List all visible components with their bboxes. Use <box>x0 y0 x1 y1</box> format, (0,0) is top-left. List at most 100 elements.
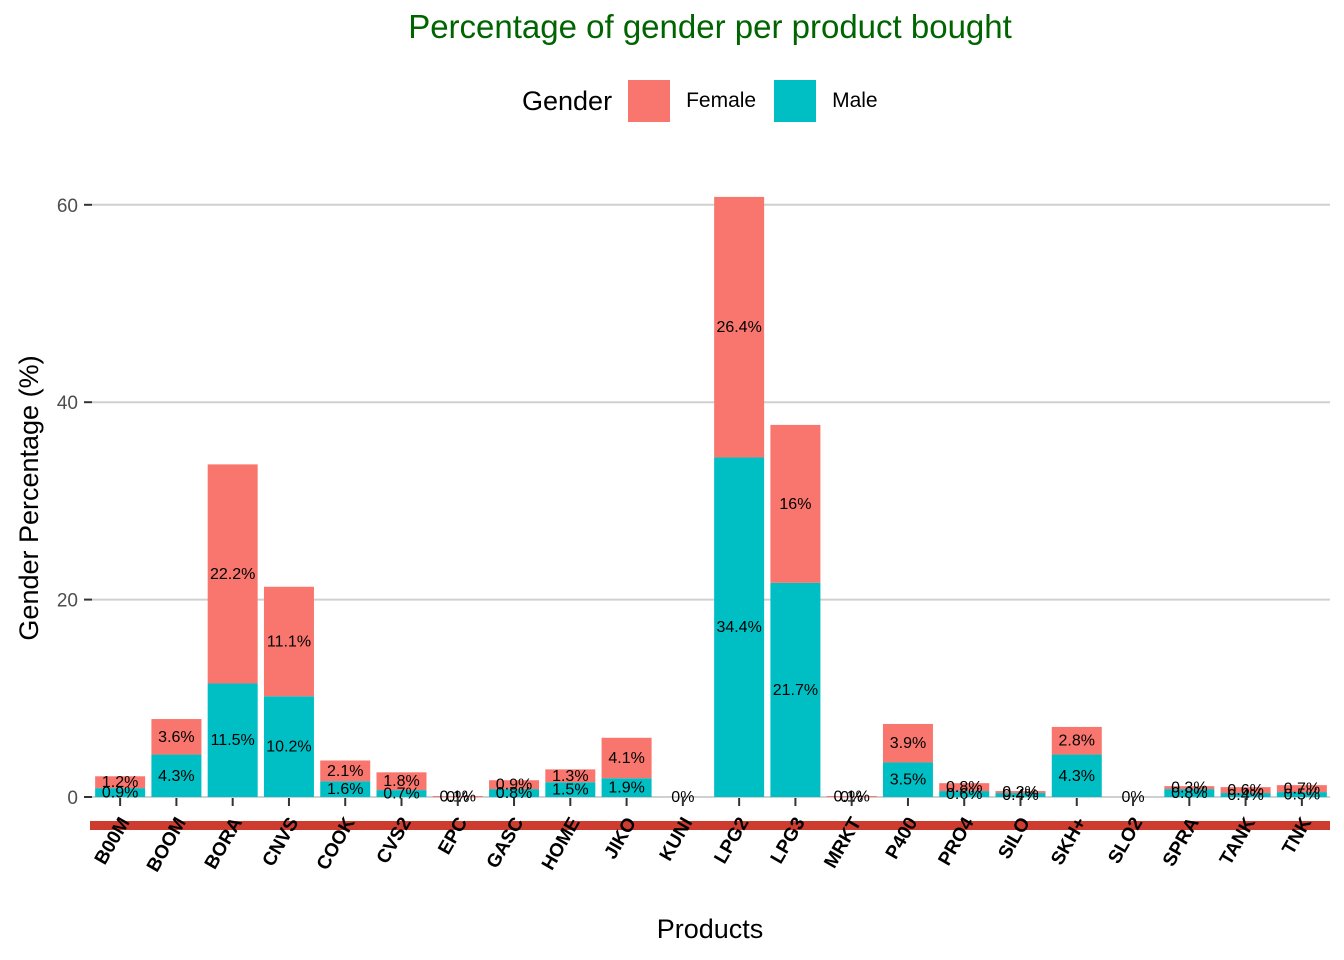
legend-item-male: Male <box>774 80 878 122</box>
bar-label-male-KUNI: 0% <box>671 789 694 806</box>
bar-label-male-COOK: 1.6% <box>327 781 363 798</box>
legend-label-female: Female <box>686 89 757 112</box>
bar-label-male-TANK: 0.4% <box>1227 787 1263 804</box>
bar-male-SPRA <box>1164 789 1215 797</box>
legend-swatch-female <box>628 80 671 122</box>
legend-label-male: Male <box>832 89 878 112</box>
x-axis-title: Products <box>657 914 764 944</box>
bar-label-female-GASC: 0.9% <box>496 777 532 794</box>
bar-male-TANK <box>1220 793 1271 797</box>
bar-label-female-BORA: 22.2% <box>210 566 255 583</box>
x-tick-label-TNK: TNK <box>1278 814 1316 859</box>
bar-labels: 0.9%1.2% 4.3%3.6% 11.5%22.2%10.2%11.1%1.6%… <box>102 319 1320 806</box>
bar-label-male-CNVS: 10.2% <box>266 739 311 756</box>
bar-male-P400 <box>882 762 933 797</box>
bar-female-SILO <box>995 791 1046 794</box>
bar-label-female-SILO: 0.2% <box>1002 784 1038 801</box>
bar-female-TANK <box>1220 787 1271 794</box>
bar-label-female-B00M: 1.2% <box>102 774 138 791</box>
bar-label-female-LPG3: 16% <box>779 496 811 513</box>
bar-label-female-LPG2: 26.4% <box>716 319 761 336</box>
bar-label-female-PRO4: 0.8% <box>946 779 982 796</box>
bar-label-male-SKH+: 4.3% <box>1059 768 1095 785</box>
bar-female-TNK <box>1276 785 1327 793</box>
bar-male-CVS2 <box>376 790 427 797</box>
y-tick-label-20: 20 <box>57 591 78 612</box>
bar-male-BORA <box>207 683 258 797</box>
bar-label-female-JIKO: 4.1% <box>608 750 644 767</box>
bar-female-MRKT <box>826 796 877 797</box>
bar-label-male-SILO: 0.4% <box>1002 787 1038 804</box>
legend-item-female: Female <box>628 80 756 122</box>
y-axis: 0 20 40 60 <box>57 196 92 809</box>
bar-female-BORA <box>207 464 258 684</box>
y-tick-label-60: 60 <box>57 196 78 217</box>
bar-female-B00M <box>95 776 146 789</box>
bar-female-JIKO <box>601 737 652 779</box>
bar-female-SKH+ <box>1051 726 1102 755</box>
bar-male-CNVS <box>263 696 314 797</box>
bar-male-LPG3 <box>770 582 821 797</box>
bar-label-male-PRO4: 0.6% <box>946 786 982 803</box>
bar-label-male-JIKO: 1.9% <box>608 780 644 797</box>
legend: Gender Female Male <box>522 78 896 124</box>
bar-female-SPRA <box>1164 786 1215 790</box>
bar-male-TNK <box>1276 792 1327 797</box>
bar-label-female-HOME: 1.3% <box>552 768 588 785</box>
bar-female-LPG2 <box>714 196 765 458</box>
bar-label-male-BOOM: 4.3% <box>158 768 194 785</box>
x-tick-label-EPC: EPC <box>434 814 472 859</box>
y-tick-label-40: 40 <box>57 393 78 414</box>
bar-label-male-LPG2: 34.4% <box>716 619 761 636</box>
bar-label-male-HOME: 1.5% <box>552 782 588 799</box>
baseline-band <box>90 821 1330 830</box>
bar-female-BOOM <box>151 719 202 755</box>
bar-female-LPG3 <box>770 424 821 583</box>
bar-label-female-SKH+: 2.8% <box>1059 733 1095 750</box>
bar-label-female-P400: 3.9% <box>890 735 926 752</box>
legend-swatch-male <box>774 80 817 122</box>
bar-label-male-LPG3: 21.7% <box>773 682 818 699</box>
bar-female-GASC <box>489 780 540 790</box>
bar-label-male-GASC: 0.8% <box>496 785 532 802</box>
bar-label-male-SPRA: 0.8% <box>1171 785 1207 802</box>
bar-label-female-CNVS: 11.1% <box>267 634 311 651</box>
bar-male-GASC <box>489 789 540 797</box>
bar-label-female-TANK: 0.6% <box>1227 782 1263 799</box>
bar-male-PRO4 <box>939 791 990 797</box>
bar-male-LPG2 <box>714 457 765 797</box>
bar-label-female-MRKT: 0.1% <box>833 789 869 806</box>
bars <box>95 196 1327 797</box>
bar-label-male-TNK: 0.5% <box>1284 787 1320 804</box>
bar-label-male-CVS2: 0.7% <box>383 786 419 803</box>
x-axis: B00M BOOM BORA CNVS COOK CVS2 EPC GASC HOME JIKO K… <box>91 798 1316 876</box>
chart-title: Percentage of gender per product bought <box>408 8 1012 45</box>
bar-male-HOME <box>545 782 596 797</box>
legend-title: Gender <box>522 85 613 116</box>
bar-label-male-MRKT: 0% <box>840 789 863 806</box>
bar-female-CNVS <box>263 586 314 697</box>
bar-female-COOK <box>320 760 371 782</box>
y-axis-title: Gender Percentage (%) <box>14 355 44 640</box>
bar-label-female-BOOM: 3.6% <box>158 729 194 746</box>
bar-female-PRO4 <box>939 783 990 792</box>
bar-label-male-SLO2: 0% <box>1121 789 1144 806</box>
bar-male-SILO <box>995 793 1046 797</box>
bar-female-P400 <box>882 723 933 763</box>
bar-male-COOK <box>320 781 371 797</box>
bar-male-BOOM <box>151 754 202 797</box>
bar-female-HOME <box>545 769 596 783</box>
bar-female-EPC <box>432 796 483 797</box>
bar-male-SKH+ <box>1051 754 1102 797</box>
bar-female-CVS2 <box>376 772 427 791</box>
bar-label-female-EPC: 0.1% <box>440 789 476 806</box>
bar-label-male-B00M: 0.9% <box>102 785 138 802</box>
bar-male-B00M <box>95 788 146 797</box>
bar-label-female-SPRA: 0.3% <box>1171 780 1207 797</box>
bar-label-male-EPC: 0% <box>446 789 469 806</box>
bar-label-male-BORA: 11.5% <box>211 732 255 749</box>
bar-label-female-COOK: 2.1% <box>327 763 363 780</box>
bar-label-female-TNK: 0.7% <box>1284 781 1320 798</box>
bar-label-female-CVS2: 1.8% <box>383 773 419 790</box>
